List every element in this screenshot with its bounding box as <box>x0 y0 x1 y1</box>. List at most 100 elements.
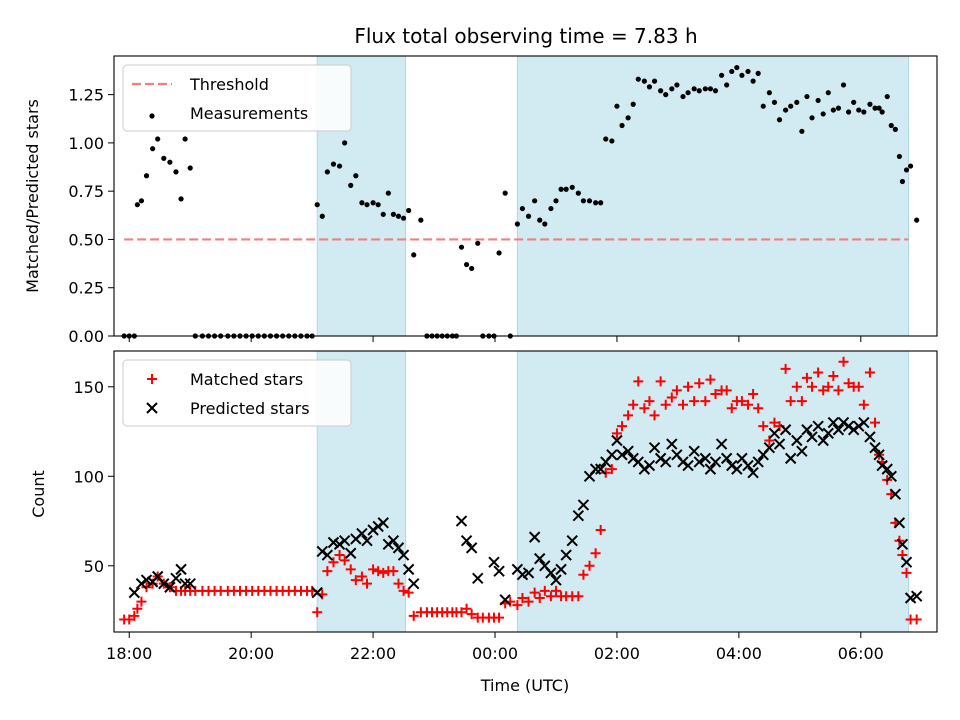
matched-star-point <box>590 548 601 559</box>
measurement-point <box>353 173 359 179</box>
measurement-point <box>609 138 615 144</box>
predicted-star-point <box>742 459 754 472</box>
matched-star-point <box>550 585 561 596</box>
predicted-star-point <box>864 431 876 443</box>
predicted-star-point <box>577 499 590 511</box>
matched-star-point <box>124 614 135 625</box>
predicted-star-point <box>170 572 182 585</box>
predicted-star-point <box>594 463 607 475</box>
matched-star-point <box>748 388 759 399</box>
measurement-point <box>734 64 740 71</box>
matched-star-point <box>818 385 829 396</box>
predicted-star-point <box>333 538 346 551</box>
measurement-point <box>569 184 575 190</box>
measurement-point <box>496 250 502 256</box>
observing-span-2 <box>516 55 910 337</box>
matched-star-point <box>823 381 834 392</box>
measurement-point <box>776 117 783 123</box>
matched-star-point <box>666 392 677 403</box>
x-axis-label: Time (UTC) <box>480 676 569 695</box>
predicted-star-point <box>345 547 357 559</box>
measurement-point <box>380 211 386 217</box>
matched-star-point <box>853 381 864 392</box>
measurement-point <box>788 103 794 109</box>
matched-star-point <box>378 567 389 578</box>
predicted-star-point <box>677 456 689 468</box>
predicted-star-point <box>747 466 759 479</box>
legend: Matched stars Predicted stars <box>122 359 352 427</box>
predicted-star-point <box>643 459 656 472</box>
measurement-point <box>586 198 593 204</box>
matched-star-point <box>743 399 754 410</box>
matched-star-point <box>617 421 628 432</box>
predicted-star-point <box>321 549 334 561</box>
predicted-star-point <box>397 549 410 561</box>
predicted-star-point <box>726 459 738 472</box>
matched-star-point <box>700 396 711 407</box>
measurement-point <box>395 213 402 219</box>
measurement-point <box>514 221 520 227</box>
measurement-point <box>390 211 397 217</box>
measurement-point <box>691 86 697 92</box>
matched-star-point <box>801 372 812 383</box>
measurement-point <box>856 107 862 113</box>
matched-star-point <box>660 399 671 410</box>
measurement-point <box>724 82 730 88</box>
y-tick-label: 150 <box>73 378 104 397</box>
legend: Threshold Measurements <box>122 64 352 132</box>
measurement-point <box>825 90 831 96</box>
predicted-star-point <box>560 549 572 561</box>
matched-star-point <box>361 578 372 589</box>
measurement-point <box>563 186 569 192</box>
measurement-point <box>739 72 745 78</box>
predicted-star-point <box>622 445 634 457</box>
measurement-point <box>537 217 543 223</box>
measurement-point <box>879 109 885 115</box>
predicted-star-point <box>900 556 913 568</box>
matched-star-point <box>671 385 682 396</box>
measurement-point <box>907 163 914 169</box>
measurement-point <box>840 82 847 88</box>
measurement-point <box>406 207 412 214</box>
predicted-star-point <box>847 424 860 436</box>
measurement-point <box>603 136 609 142</box>
predicted-star-point <box>316 545 328 558</box>
matched-star-point <box>710 388 721 399</box>
measurement-point <box>359 200 365 206</box>
predicted-star-point <box>699 452 712 465</box>
predicted-star-point <box>184 577 196 590</box>
predicted-star-point <box>704 463 717 475</box>
matched-star-point <box>628 399 639 410</box>
predicted-star-point <box>763 441 776 454</box>
measurement-point <box>187 165 193 171</box>
measurement-point <box>651 78 658 84</box>
y-tick-label: 0.75 <box>68 182 104 201</box>
matched-star-point <box>534 592 545 603</box>
predicted-star-point <box>817 434 829 447</box>
predicted-star-point <box>779 424 792 436</box>
matched-star-point <box>512 600 523 611</box>
legend-label: Matched stars <box>190 370 303 389</box>
matched-star-point <box>403 587 414 598</box>
measurement-point <box>458 244 465 250</box>
y-tick-label: 100 <box>73 467 104 486</box>
predicted-star-point <box>611 434 623 447</box>
predicted-star-point <box>731 463 743 475</box>
predicted-star-point <box>488 556 500 568</box>
measurement-point <box>799 128 805 134</box>
matched-star-point <box>523 596 534 607</box>
predicted-star-point <box>682 459 694 472</box>
measurement-point <box>872 105 878 111</box>
bottom-panel: 50 100 150 18:00 20:00 22:00 00:00 02:00 04:00 06… <box>29 350 938 663</box>
measurement-point <box>899 178 906 185</box>
predicted-star-point <box>853 420 865 432</box>
matched-star-point <box>350 575 361 586</box>
predicted-star-point <box>550 574 562 586</box>
predicted-star-point <box>832 424 845 436</box>
matched-star-point <box>655 376 666 387</box>
matched-star-point <box>705 374 716 385</box>
measurement-point <box>729 68 735 75</box>
matched-star-point <box>769 417 780 428</box>
measurement-point <box>846 109 852 115</box>
